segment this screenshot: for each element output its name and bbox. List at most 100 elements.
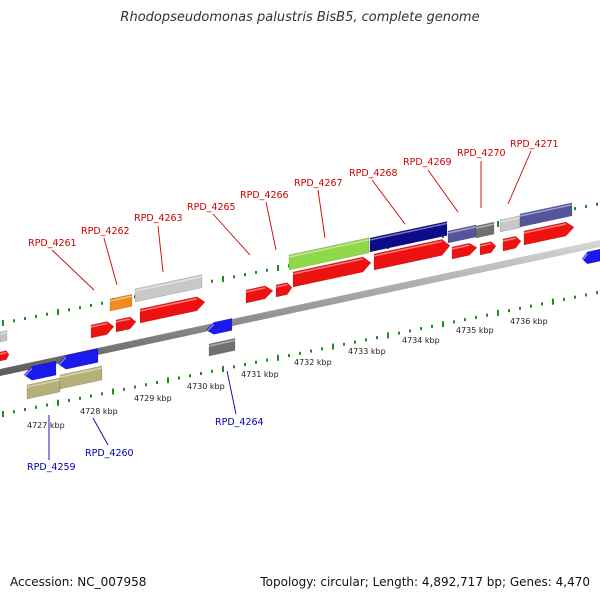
cds-arrow-reverse[interactable] <box>205 318 233 335</box>
minor-tick <box>486 313 488 317</box>
feature-highlight <box>502 237 516 242</box>
major-tick <box>552 298 554 305</box>
gene-bar[interactable] <box>519 202 573 228</box>
cds-arrow[interactable] <box>451 242 478 260</box>
feature-highlight <box>369 222 448 241</box>
gene-label-rpd-4265[interactable]: RPD_4265 <box>187 202 236 213</box>
gene-bar[interactable] <box>59 365 103 390</box>
cds-arrow[interactable] <box>245 285 274 304</box>
gene-bar[interactable] <box>499 215 521 233</box>
gene-label-rpd-4262[interactable]: RPD_4262 <box>81 226 130 237</box>
minor-tick <box>244 363 246 367</box>
minor-tick <box>189 374 191 378</box>
cds-arrow[interactable] <box>115 316 137 333</box>
minor-tick <box>123 387 125 391</box>
feature-highlight <box>23 367 33 378</box>
gene-bar[interactable] <box>26 377 61 400</box>
gene-label-rpd-4261[interactable]: RPD_4261 <box>28 238 77 249</box>
gene-bar[interactable] <box>288 237 370 271</box>
minor-tick <box>266 268 268 272</box>
scale-label: 4728 kbp <box>80 407 118 416</box>
minor-tick <box>233 365 235 369</box>
cds-arrow[interactable] <box>523 221 575 246</box>
leader-line <box>507 150 532 205</box>
cds-arrow[interactable] <box>139 296 206 324</box>
cds-arrow-reverse[interactable] <box>57 348 99 370</box>
leader-line <box>427 169 459 213</box>
major-tick <box>167 377 169 384</box>
minor-tick <box>563 297 565 301</box>
gene-label-rpd-4259[interactable]: RPD_4259 <box>27 462 76 473</box>
cds-arrow[interactable] <box>502 236 522 252</box>
minor-tick <box>431 324 433 328</box>
gene-label-rpd-4267[interactable]: RPD_4267 <box>294 178 343 189</box>
gene-bar[interactable] <box>109 293 133 312</box>
gene-label-rpd-4264[interactable]: RPD_4264 <box>215 417 264 428</box>
cds-arrow[interactable] <box>373 239 451 271</box>
major-tick <box>2 320 4 326</box>
gene-label-rpd-4268[interactable]: RPD_4268 <box>349 168 398 179</box>
cds-arrow[interactable] <box>292 256 372 288</box>
minor-tick <box>35 314 37 318</box>
minor-tick <box>211 369 213 373</box>
minor-tick <box>354 340 356 344</box>
minor-tick <box>13 410 15 414</box>
minor-tick <box>90 394 92 398</box>
cds-arrow[interactable] <box>90 321 115 339</box>
scale-labels: 4727 kbp 4728 kbp 4729 kbp 4730 kbp 4731… <box>27 317 548 430</box>
minor-tick <box>574 295 576 299</box>
minor-tick <box>365 338 367 342</box>
leader-line <box>51 249 95 291</box>
minor-tick <box>24 317 26 321</box>
major-tick <box>497 309 499 316</box>
feature-highlight <box>57 356 67 367</box>
feature-highlight <box>475 223 495 229</box>
minor-tick <box>596 291 598 295</box>
feature-highlight <box>0 351 7 355</box>
gene-label-rpd-4270[interactable]: RPD_4270 <box>457 148 506 159</box>
gene-label-rpd-4260[interactable]: RPD_4260 <box>85 448 134 459</box>
feature-highlight <box>59 367 103 378</box>
leader-line <box>371 179 406 225</box>
feature-highlight <box>373 240 443 257</box>
scale-label: 4732 kbp <box>294 358 332 367</box>
gene-label-rpd-4271[interactable]: RPD_4271 <box>510 139 559 150</box>
minor-tick <box>398 331 400 335</box>
feature-highlight <box>581 253 588 262</box>
gene-bar[interactable] <box>208 338 236 357</box>
gene-label-rpd-4269[interactable]: RPD_4269 <box>403 157 452 168</box>
minor-tick <box>244 273 246 277</box>
major-tick <box>277 265 279 272</box>
cds-arrow[interactable] <box>479 241 497 256</box>
minor-tick <box>145 383 147 387</box>
cds-arrow[interactable] <box>0 350 10 362</box>
gene-bar[interactable] <box>475 221 495 239</box>
major-tick <box>277 354 279 361</box>
minor-tick <box>211 279 213 283</box>
feature-highlight <box>115 318 131 323</box>
feature-highlight <box>90 322 108 328</box>
minor-tick <box>420 327 422 331</box>
forward-gene-labels: RPD_4261 RPD_4262 RPD_4263 RPD_4265 RPD_… <box>28 139 559 249</box>
genome-title: Rhodopseudomonas palustris BisB5, comple… <box>120 10 480 25</box>
minor-tick <box>13 319 15 323</box>
minor-tick <box>266 358 268 362</box>
feature-highlight <box>292 258 364 275</box>
feature-highlight <box>447 226 477 234</box>
leader-line <box>157 225 164 273</box>
major-tick <box>57 309 59 316</box>
cds-arrow-reverse[interactable] <box>581 248 600 265</box>
minor-tick <box>508 309 510 313</box>
gene-bar[interactable] <box>369 221 448 253</box>
scale-label: 4736 kbp <box>510 317 548 326</box>
minor-tick <box>68 308 70 312</box>
gene-bar[interactable] <box>0 330 8 343</box>
feature-highlight <box>109 295 133 302</box>
cds-arrow-reverse[interactable] <box>23 360 57 381</box>
gene-label-rpd-4266[interactable]: RPD_4266 <box>240 190 289 201</box>
cds-arrow[interactable] <box>275 282 293 298</box>
feature-highlight <box>479 242 492 247</box>
gene-bar[interactable] <box>134 274 203 303</box>
gene-label-rpd-4263[interactable]: RPD_4263 <box>134 213 183 224</box>
